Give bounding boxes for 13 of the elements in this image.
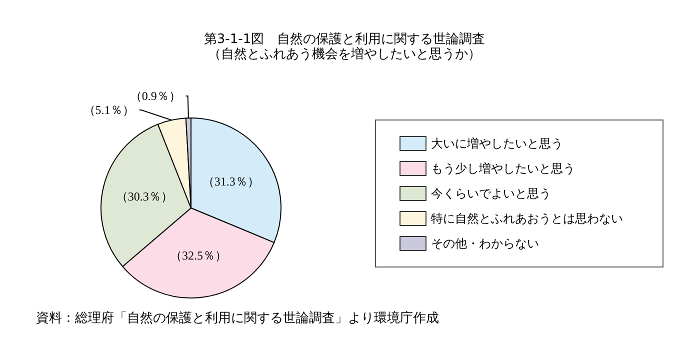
data-label: （30.3％） xyxy=(116,189,173,204)
text: 資料：総理府「自然の保護と利用に関する世論調査」より環境庁作成 xyxy=(36,310,439,326)
legend-label: その他・わからない xyxy=(431,236,539,250)
legend-label: 大いに増やしたいと思う xyxy=(431,136,563,150)
legend-label: 特に自然とふれあおうとは思わない xyxy=(431,212,623,226)
data-label: （5.1％） xyxy=(83,103,134,118)
legend-label: もう少し増やしたいと思う xyxy=(431,162,575,176)
legend-label: 今くらいでよいと思う xyxy=(431,186,551,200)
data-label: （0.9％） xyxy=(130,89,181,104)
data-label: （31.3％） xyxy=(202,174,260,188)
chart-subtitle: （自然とふれあう機会を増やしたいと思うか） xyxy=(208,46,481,62)
data-label: （32.5％） xyxy=(170,248,227,262)
chart-title: 第3-1-1図 自然の保護と利用に関する世論調査 xyxy=(204,32,486,47)
